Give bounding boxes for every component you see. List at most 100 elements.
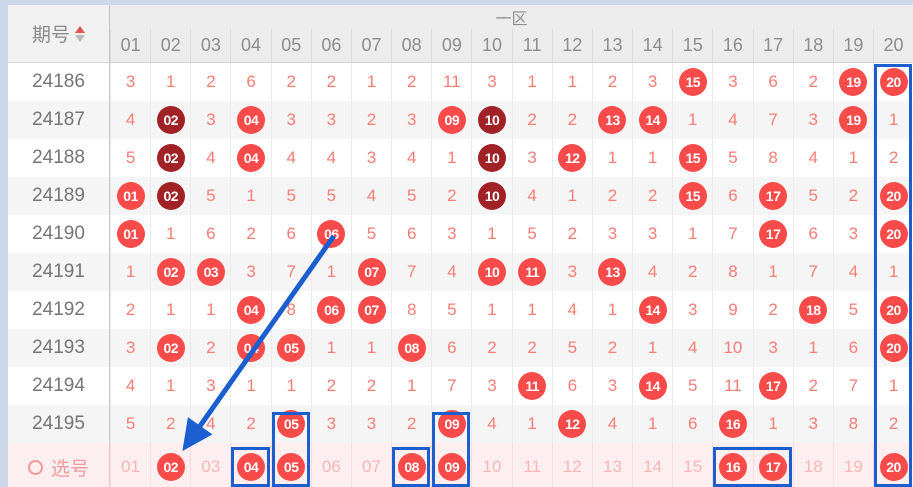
select-number-10[interactable]: 10: [471, 443, 511, 487]
select-number-17[interactable]: 17: [752, 443, 793, 487]
sort-asc-icon[interactable]: [75, 25, 85, 33]
selected-ball[interactable]: 16: [718, 453, 747, 481]
drawn-ball-repeat: 10: [477, 182, 506, 210]
number-cell: 4: [471, 405, 511, 443]
drawn-ball: 04: [237, 106, 266, 134]
drawn-ball: 01: [116, 220, 145, 248]
number-cell: 07: [350, 253, 391, 291]
number-cell: 7: [431, 367, 471, 405]
number-cell: 02: [150, 253, 190, 291]
select-number-15[interactable]: 15: [672, 443, 712, 487]
number-cell: 01: [110, 215, 150, 253]
select-number-07[interactable]: 07: [350, 443, 391, 487]
drawn-ball-repeat: 02: [156, 182, 185, 210]
number-cell: 04: [230, 101, 270, 139]
number-cell: 5: [431, 291, 471, 329]
drawn-ball: 12: [558, 410, 587, 438]
number-cell: 3: [270, 101, 311, 139]
number-cell: 5: [110, 405, 150, 443]
select-number-09[interactable]: 09: [431, 443, 471, 487]
sort-desc-icon[interactable]: [75, 34, 85, 42]
selected-ball[interactable]: 02: [156, 453, 185, 481]
select-number-08[interactable]: 08: [391, 443, 431, 487]
number-cell: 5: [350, 215, 391, 253]
drawn-ball: 20: [879, 296, 908, 324]
select-number-12[interactable]: 12: [551, 443, 592, 487]
selected-ball[interactable]: 17: [759, 453, 788, 481]
number-cell: 1: [792, 329, 833, 367]
zone-header: 一区: [110, 5, 913, 29]
column-header-13: 13: [591, 29, 632, 62]
number-cell: 3: [712, 63, 752, 101]
selected-ball[interactable]: 04: [237, 453, 266, 481]
drawn-ball: 20: [879, 182, 908, 210]
selected-ball[interactable]: 09: [437, 453, 466, 481]
select-number-03[interactable]: 03: [190, 443, 230, 487]
number-cell: 2: [391, 63, 431, 101]
selected-ball[interactable]: 05: [277, 453, 306, 481]
number-cell: 02: [150, 177, 190, 215]
number-cell: 6: [391, 215, 431, 253]
number-cell: 4: [832, 253, 873, 291]
select-row-label-cell[interactable]: 选号: [8, 443, 110, 487]
number-cell: 4: [792, 139, 833, 177]
number-cell: 1: [752, 253, 793, 291]
select-number-05[interactable]: 05: [270, 443, 311, 487]
number-cell: 4: [632, 253, 672, 291]
number-cell: 13: [591, 101, 632, 139]
number-cell: 04: [230, 139, 270, 177]
number-cell: 06: [310, 291, 351, 329]
drawn-ball: 08: [397, 334, 426, 362]
select-number-16[interactable]: 16: [712, 443, 752, 487]
number-cell: 5: [511, 215, 552, 253]
number-cell: 2: [872, 405, 913, 443]
select-number-02[interactable]: 02: [150, 443, 190, 487]
table-row-24187: 24187 4 02 3 04 3 3 2 3 09 10 2 2 13 14 1 4 7 3 19 1: [8, 101, 913, 139]
number-cell: 8: [270, 291, 311, 329]
drawn-ball: 17: [759, 182, 788, 210]
number-cell: 4: [110, 367, 150, 405]
drawn-ball: 13: [598, 106, 627, 134]
number-cell: 2: [190, 329, 230, 367]
number-cell: 1: [832, 139, 873, 177]
number-cell: 8: [832, 405, 873, 443]
number-cell: 4: [591, 405, 632, 443]
select-number-11[interactable]: 11: [511, 443, 552, 487]
number-cell: 7: [391, 253, 431, 291]
selected-ball[interactable]: 08: [397, 453, 426, 481]
number-cell: 3: [230, 253, 270, 291]
number-cell: 2: [110, 291, 150, 329]
number-cell: 3: [591, 367, 632, 405]
number-cell: 1: [431, 139, 471, 177]
drawn-ball: 09: [437, 410, 466, 438]
number-cell: 4: [672, 329, 712, 367]
number-cell: 6: [551, 367, 592, 405]
number-cell: 4: [431, 253, 471, 291]
drawn-ball: 14: [638, 296, 667, 324]
drawn-ball: 15: [678, 182, 707, 210]
number-cell: 4: [350, 177, 391, 215]
select-number-14[interactable]: 14: [632, 443, 672, 487]
select-number-18[interactable]: 18: [792, 443, 833, 487]
column-header-02: 02: [150, 29, 190, 62]
issue-header-label: 期号: [31, 25, 70, 46]
column-header-08: 08: [391, 29, 431, 62]
select-number-06[interactable]: 06: [310, 443, 351, 487]
number-cell: 2: [792, 367, 833, 405]
number-cell: 1: [872, 101, 913, 139]
select-number-04[interactable]: 04: [230, 443, 270, 487]
selected-ball[interactable]: 20: [879, 453, 908, 481]
drawn-ball: 13: [598, 258, 627, 286]
number-cell: 2: [270, 63, 311, 101]
issue-cell: 24189: [8, 177, 110, 215]
sort-icon[interactable]: [75, 25, 85, 42]
radio-circle-icon[interactable]: [27, 459, 43, 475]
select-number-13[interactable]: 13: [591, 443, 632, 487]
number-cell: 1: [110, 253, 150, 291]
column-header-16: 16: [712, 29, 752, 62]
select-number-01[interactable]: 01: [110, 443, 150, 487]
select-number-20[interactable]: 20: [872, 443, 913, 487]
number-cell: 18: [792, 291, 833, 329]
select-number-19[interactable]: 19: [832, 443, 873, 487]
issue-header[interactable]: 期号: [8, 5, 110, 63]
